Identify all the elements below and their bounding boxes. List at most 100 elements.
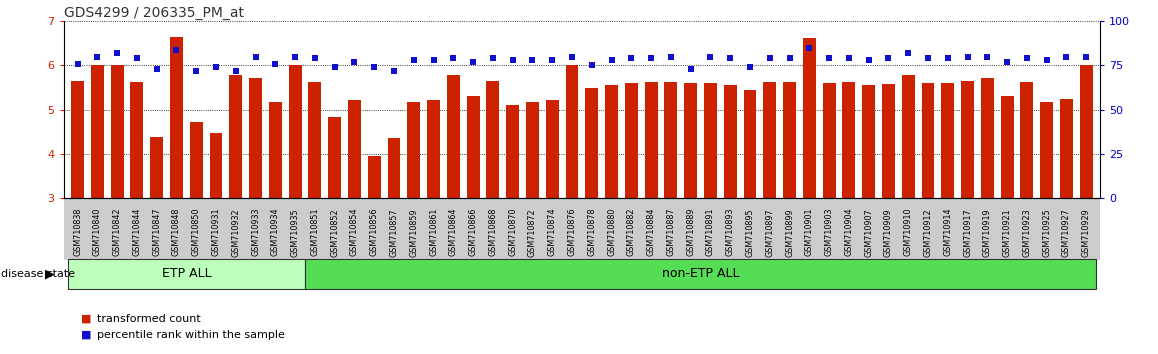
Point (602, 57, 621, 63)
Bar (961, 81, 974, 198)
Bar (349, 100, 361, 198)
Bar (941, 83, 954, 198)
Bar (704, 83, 717, 198)
Bar (822, 83, 836, 198)
Bar (1079, 65, 1093, 198)
Bar (606, 85, 618, 198)
Bar (111, 65, 124, 198)
Bar (645, 82, 658, 198)
Point (464, 59, 483, 65)
Point (979, 54, 997, 59)
Point (820, 56, 838, 61)
Bar (922, 83, 935, 198)
Point (1038, 57, 1056, 63)
Point (622, 56, 640, 61)
Point (741, 64, 760, 70)
Point (523, 57, 542, 63)
Bar (190, 122, 203, 198)
Bar (763, 82, 776, 198)
Point (504, 57, 522, 63)
Bar (1001, 97, 1013, 198)
Point (642, 56, 660, 61)
Point (800, 45, 819, 51)
Point (661, 54, 680, 59)
Bar (388, 138, 401, 198)
Bar (585, 88, 599, 198)
Bar (368, 156, 381, 198)
Bar (210, 133, 222, 198)
Point (899, 50, 917, 56)
Bar (170, 37, 183, 198)
Bar (131, 82, 144, 198)
Point (384, 68, 403, 74)
Bar (1020, 82, 1033, 198)
Text: ■: ■ (81, 314, 91, 324)
Point (702, 54, 720, 59)
Bar (743, 90, 756, 198)
Bar (802, 38, 815, 198)
Point (306, 56, 324, 61)
Point (879, 56, 897, 61)
Bar (882, 84, 895, 198)
Bar (249, 78, 262, 198)
Text: GDS4299 / 206335_PM_at: GDS4299 / 206335_PM_at (64, 6, 243, 20)
Bar (902, 75, 915, 198)
Point (424, 57, 442, 63)
Point (1057, 54, 1076, 59)
Point (286, 54, 305, 59)
Text: percentile rank within the sample: percentile rank within the sample (97, 330, 285, 339)
Point (859, 57, 878, 63)
Point (167, 47, 185, 52)
Bar (308, 82, 321, 198)
Point (681, 66, 699, 72)
Point (207, 64, 226, 70)
Text: disease state: disease state (1, 269, 75, 279)
Bar (863, 85, 875, 198)
Bar (506, 105, 519, 198)
Point (938, 56, 957, 61)
Point (247, 54, 265, 59)
Bar (288, 65, 301, 198)
Bar (843, 82, 856, 198)
Bar (783, 82, 796, 198)
Text: non-ETP ALL: non-ETP ALL (662, 268, 739, 280)
Bar (565, 65, 579, 198)
Point (68, 61, 87, 67)
Bar (427, 100, 440, 198)
Point (582, 63, 601, 68)
Bar (269, 102, 281, 198)
Point (345, 59, 364, 65)
Point (484, 56, 503, 61)
Point (563, 54, 581, 59)
Bar (447, 75, 460, 198)
Point (959, 54, 977, 59)
Bar (625, 83, 638, 198)
Text: ■: ■ (81, 330, 91, 339)
Point (1018, 56, 1036, 61)
Point (227, 68, 245, 74)
Bar (526, 102, 538, 198)
Point (543, 57, 562, 63)
Bar (151, 137, 163, 198)
Text: ▶: ▶ (45, 268, 54, 280)
Point (404, 57, 423, 63)
Point (186, 68, 205, 74)
Bar (981, 78, 994, 198)
Bar (545, 100, 558, 198)
Point (1077, 54, 1095, 59)
Point (266, 61, 285, 67)
Point (147, 66, 166, 72)
Point (998, 59, 1017, 65)
Point (721, 56, 740, 61)
Text: ETP ALL: ETP ALL (161, 268, 211, 280)
Bar (467, 97, 479, 198)
Bar (1040, 102, 1053, 198)
Point (444, 56, 462, 61)
Bar (684, 83, 697, 198)
Bar (1060, 99, 1073, 198)
Point (761, 56, 779, 61)
Point (325, 64, 344, 70)
Text: transformed count: transformed count (97, 314, 201, 324)
Bar (71, 81, 85, 198)
Point (365, 64, 383, 70)
